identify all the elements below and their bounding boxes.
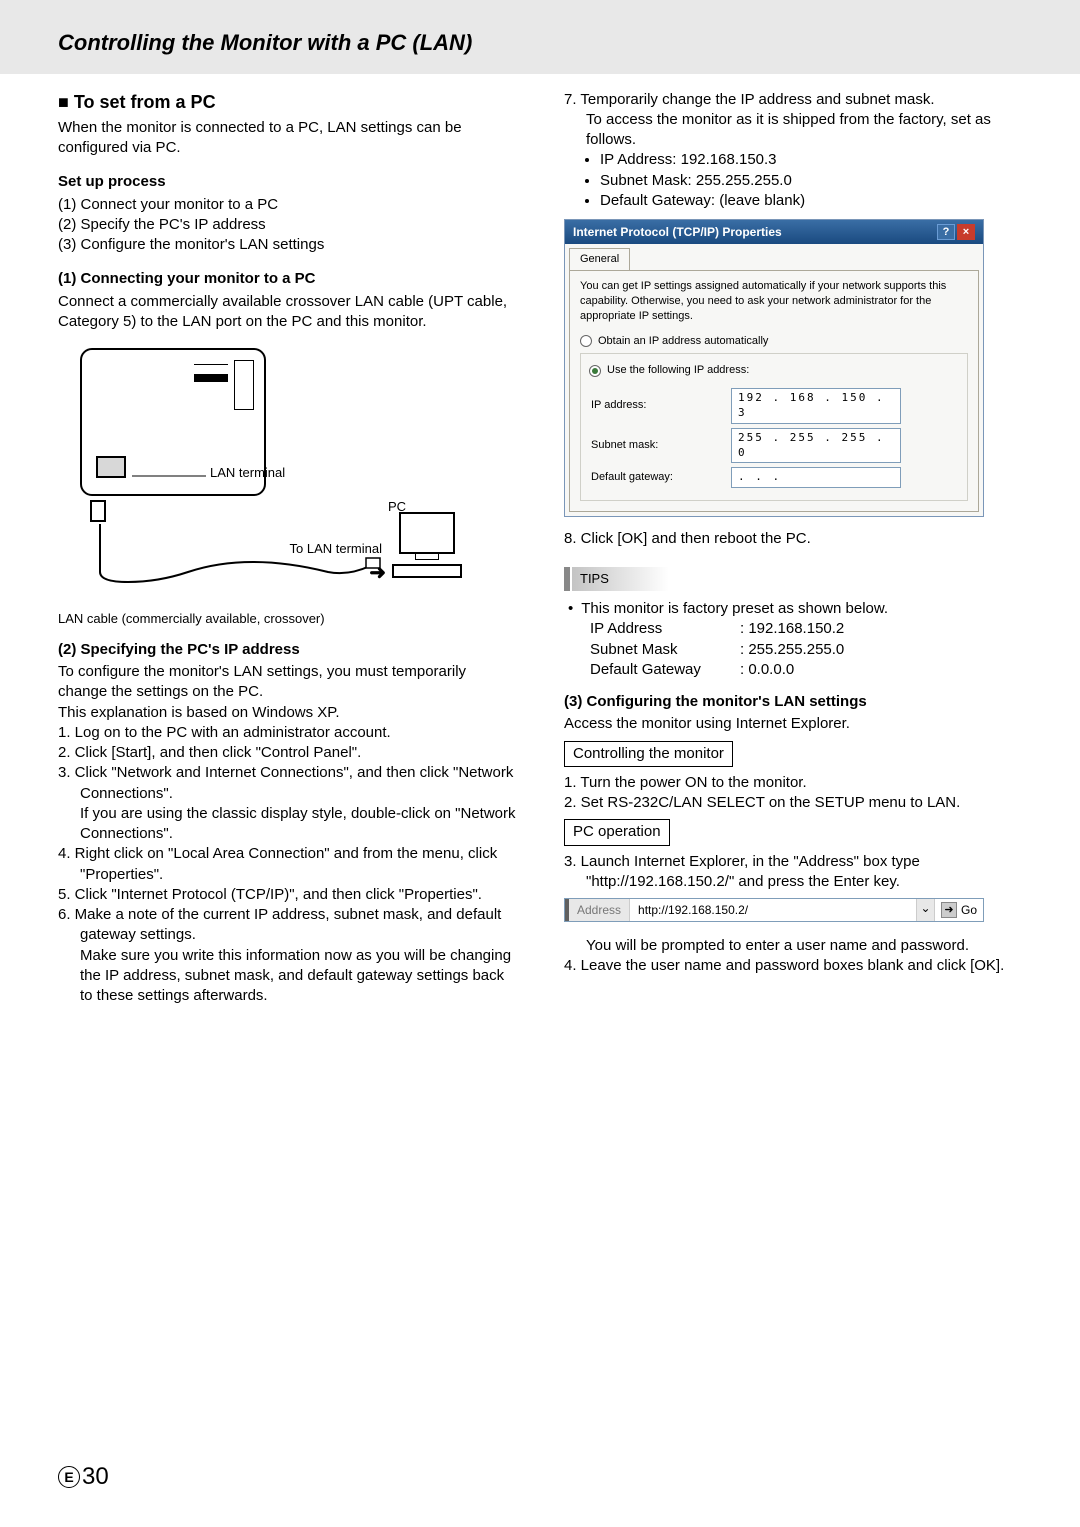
list-item: 2. Click [Start], and then click "Contro… <box>58 743 516 763</box>
radio-icon <box>589 365 601 377</box>
setup-step: (2) Specify the PC's IP address <box>58 215 516 235</box>
go-button[interactable]: ➜ Go <box>934 899 983 921</box>
continued-steps: 7. Temporarily change the IP address and… <box>564 90 1022 151</box>
setup-step: (1) Connect your monitor to a PC <box>58 195 516 215</box>
factory-settings: IP Address: 192.168.150.2 Subnet Mask: 2… <box>590 619 1022 680</box>
s2-text: This explanation is based on Windows XP. <box>58 703 516 723</box>
address-bar: Address http://192.168.150.2/ ⌄ ➜ Go <box>564 898 984 922</box>
list-item: 5. Click "Internet Protocol (TCP/IP)", a… <box>58 885 516 905</box>
page-number: E30 <box>58 1461 109 1493</box>
ip-input[interactable]: 192 . 168 . 150 . 3 <box>731 388 901 424</box>
list-item: 1. Turn the power ON to the monitor. <box>564 773 1022 793</box>
list-item: If you are using the classic display sty… <box>58 804 516 845</box>
subnet-input[interactable]: 255 . 255 . 255 . 0 <box>731 428 901 464</box>
lan-port-icon <box>90 500 106 522</box>
tips-text: This monitor is factory preset as shown … <box>581 599 888 619</box>
page-e-icon: E <box>58 1466 80 1488</box>
s3-note: You will be prompted to enter a user nam… <box>564 936 1022 956</box>
go-icon: ➜ <box>941 902 957 918</box>
field-label: Default gateway: <box>591 470 731 485</box>
s3-heading: (3) Configuring the monitor's LAN settin… <box>564 692 1022 712</box>
list-item: 7. Temporarily change the IP address and… <box>564 90 1022 110</box>
close-icon[interactable]: × <box>957 224 975 240</box>
page-title: Controlling the Monitor with a PC (LAN) <box>58 28 1022 58</box>
list-item: 4. Right click on "Local Area Connection… <box>58 844 516 885</box>
pc-shape <box>392 512 462 588</box>
tips-label: TIPS <box>572 567 669 591</box>
tab-general[interactable]: General <box>569 248 630 270</box>
field-ip: IP address: 192 . 168 . 150 . 3 <box>591 388 957 424</box>
s3-steps-b: 3. Launch Internet Explorer, in the "Add… <box>564 852 1022 893</box>
dialog-titlebar: Internet Protocol (TCP/IP) Properties ? … <box>565 220 983 244</box>
help-icon[interactable]: ? <box>937 224 955 240</box>
setup-step: (3) Configure the monitor's LAN settings <box>58 235 516 255</box>
address-label: Address <box>565 899 629 921</box>
ip-fieldset: Use the following IP address: IP address… <box>580 353 968 502</box>
arrow-icon: ➜ <box>369 560 386 587</box>
list-item: Default Gateway: (leave blank) <box>600 191 1022 211</box>
list-item: Make sure you write this information now… <box>58 946 516 1007</box>
monitor-vents <box>194 364 228 374</box>
s2-steps: 1. Log on to the PC with an administrato… <box>58 723 516 1007</box>
left-column: ■ To set from a PC When the monitor is c… <box>58 90 516 1007</box>
connection-diagram: LAN terminal PC To LAN terminal ➜ <box>58 342 468 602</box>
s1-heading: (1) Connecting your monitor to a PC <box>58 269 516 289</box>
s2-heading: (2) Specifying the PC's IP address <box>58 640 516 660</box>
s3-text: Access the monitor using Internet Explor… <box>564 714 1022 734</box>
field-subnet: Subnet mask: 255 . 255 . 255 . 0 <box>591 428 957 464</box>
list-item: IP Address: 192.168.150.3 <box>600 150 1022 170</box>
right-column: 7. Temporarily change the IP address and… <box>564 90 1022 1007</box>
list-item: 3. Click "Network and Internet Connectio… <box>58 763 516 804</box>
list-item: 2. Set RS-232C/LAN SELECT on the SETUP m… <box>564 793 1022 813</box>
content-area: ■ To set from a PC When the monitor is c… <box>0 90 1080 1007</box>
section-heading: ■ To set from a PC <box>58 90 516 114</box>
field-label: IP address: <box>591 398 731 413</box>
gateway-input[interactable]: . . . <box>731 467 901 488</box>
field-gateway: Default gateway: . . . <box>591 467 957 488</box>
header-band: Controlling the Monitor with a PC (LAN) <box>0 0 1080 74</box>
url-input[interactable]: http://192.168.150.2/ <box>629 899 916 921</box>
diagram-caption: LAN cable (commercially available, cross… <box>58 610 516 628</box>
intro-text: When the monitor is connected to a PC, L… <box>58 118 516 159</box>
field-label: Subnet mask: <box>591 438 731 453</box>
list-item: 3. Launch Internet Explorer, in the "Add… <box>564 852 1022 893</box>
radio-auto[interactable]: Obtain an IP address automatically <box>580 334 968 349</box>
list-item: 4. Leave the user name and password boxe… <box>564 956 1022 976</box>
label-lan-terminal: LAN terminal <box>210 464 285 482</box>
list-item: Subnet Mask: 255.255.255.0 <box>600 171 1022 191</box>
list-item: To access the monitor as it is shipped f… <box>564 110 1022 151</box>
radio-icon <box>580 335 592 347</box>
dialog-body: You can get IP settings assigned automat… <box>569 270 979 512</box>
s3-steps-c: 4. Leave the user name and password boxe… <box>564 956 1022 976</box>
setup-heading: Set up process <box>58 172 516 192</box>
ip-settings-list: IP Address: 192.168.150.3 Subnet Mask: 2… <box>564 150 1022 211</box>
dropdown-icon[interactable]: ⌄ <box>916 899 934 921</box>
monitor-screen-icon <box>96 456 126 478</box>
tcpip-dialog: Internet Protocol (TCP/IP) Properties ? … <box>564 219 984 517</box>
radio-manual[interactable]: Use the following IP address: <box>585 363 753 378</box>
box-controlling: Controlling the monitor <box>564 741 733 767</box>
s3-steps-a: 1. Turn the power ON to the monitor. 2. … <box>564 773 1022 814</box>
tips-header: TIPS <box>564 567 1022 591</box>
box-pc-op: PC operation <box>564 819 670 845</box>
dialog-title-text: Internet Protocol (TCP/IP) Properties <box>573 224 782 240</box>
list-item: 1. Log on to the PC with an administrato… <box>58 723 516 743</box>
s2-text: To configure the monitor's LAN settings,… <box>58 662 516 703</box>
dialog-desc: You can get IP settings assigned automat… <box>580 279 968 324</box>
step-8: 8. Click [OK] and then reboot the PC. <box>564 529 1022 549</box>
list-item: 6. Make a note of the current IP address… <box>58 905 516 946</box>
list-item: 8. Click [OK] and then reboot the PC. <box>564 529 1022 549</box>
s1-text: Connect a commercially available crossov… <box>58 292 516 333</box>
